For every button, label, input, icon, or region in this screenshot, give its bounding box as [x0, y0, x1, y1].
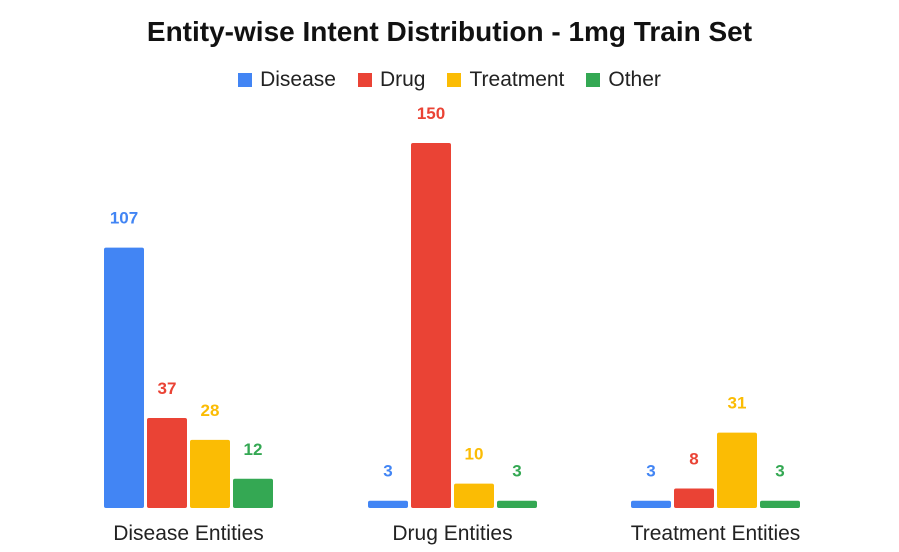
chart-title: Entity-wise Intent Distribution - 1mg Tr… — [146, 16, 753, 47]
legend-swatch — [357, 73, 372, 87]
bar-other-1 — [497, 500, 537, 508]
bar-drug-0 — [147, 417, 187, 508]
legend-label: Treatment — [469, 68, 565, 91]
data-label: 3 — [775, 462, 784, 481]
category-label: Treatment Entities — [631, 522, 801, 545]
data-label: 8 — [689, 450, 698, 469]
legend-swatch — [586, 73, 601, 87]
data-label: 37 — [158, 379, 177, 398]
bar-other-0 — [233, 478, 273, 508]
data-label: 3 — [646, 462, 655, 481]
bar-disease-1 — [368, 500, 408, 508]
legend-label: Drug — [379, 68, 426, 91]
bar-treatment-0 — [190, 439, 230, 508]
category-label: Drug Entities — [392, 522, 512, 545]
legend: Disease Drug Treatment Other — [0, 68, 899, 92]
bar-drug-2 — [674, 488, 714, 508]
data-label: 28 — [201, 401, 220, 420]
data-label: 150 — [417, 104, 445, 123]
legend-swatch — [447, 73, 462, 87]
data-label: 12 — [244, 440, 263, 459]
legend-swatch — [238, 73, 253, 87]
data-label: 3 — [512, 462, 521, 481]
legend-item-drug: Drug — [357, 68, 426, 92]
data-label: 3 — [383, 462, 392, 481]
data-label: 10 — [465, 445, 484, 464]
legend-label: Other — [608, 68, 661, 91]
bar-treatment-1 — [454, 483, 494, 508]
bar-drug-1 — [411, 143, 451, 508]
legend-item-treatment: Treatment — [447, 68, 564, 92]
legend-label: Disease — [260, 68, 336, 91]
bar-treatment-2 — [717, 432, 757, 508]
bar-other-2 — [760, 500, 800, 508]
legend-item-other: Other — [586, 68, 661, 92]
bar-disease-0 — [104, 247, 144, 508]
legend-item-disease: Disease — [238, 68, 336, 92]
bar-disease-2 — [631, 500, 671, 508]
data-label: 107 — [110, 209, 138, 228]
category-label: Disease Entities — [113, 522, 264, 545]
data-label: 31 — [728, 394, 747, 413]
